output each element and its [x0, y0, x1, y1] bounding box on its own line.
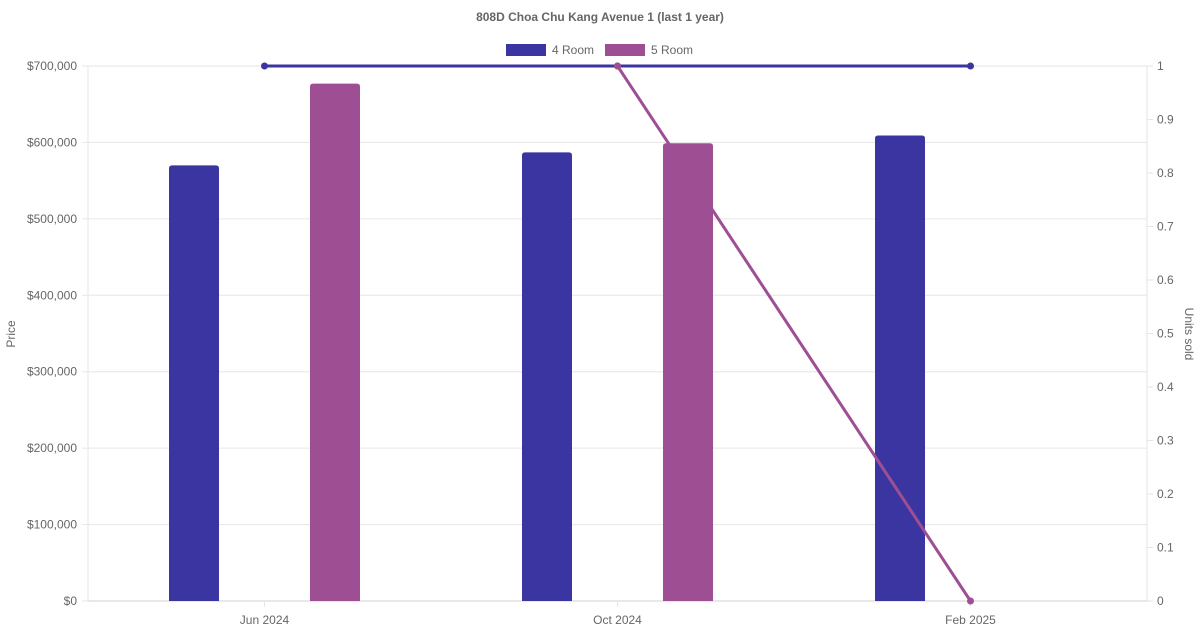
y-tick-label: $0 [64, 594, 78, 608]
point-units-4-room [967, 62, 974, 70]
legend-item-5-room[interactable]: 5 Room [605, 43, 693, 57]
y-tick-label: $300,000 [27, 365, 77, 379]
bar-4-room [169, 165, 219, 601]
y-tick-label: $600,000 [27, 135, 77, 149]
chart-title: 808D Choa Chu Kang Avenue 1 (last 1 year… [476, 10, 724, 24]
point-units-5-room [614, 62, 621, 70]
y2-tick-label: 0 [1157, 594, 1164, 608]
ticks-layer: $0 $100,000 $200,000 $300,000 $400,000 $500,0… [27, 59, 1174, 627]
y2-tick-label: 0.3 [1157, 434, 1174, 448]
legend-label-5-room: 5 Room [651, 43, 693, 57]
y-tick-label: $100,000 [27, 518, 77, 532]
grid-layer [82, 65, 1153, 607]
bars-layer [169, 83, 925, 602]
x-tick-label: Feb 2025 [945, 613, 996, 627]
y2-tick-label: 0.7 [1157, 220, 1174, 234]
y2-tick-label: 0.8 [1157, 166, 1174, 180]
y-axis-title: Price [4, 320, 18, 348]
y-tick-label: $400,000 [27, 288, 77, 302]
y-tick-label: $200,000 [27, 441, 77, 455]
lines-layer [261, 62, 974, 605]
line-units-5-room [616, 65, 972, 602]
bar-5-room [663, 143, 713, 601]
y2-axis-title: Units sold [1182, 308, 1196, 361]
y2-tick-label: 0.9 [1157, 113, 1174, 127]
y2-tick-label: 0.1 [1157, 541, 1174, 555]
bar-5-room [310, 83, 360, 602]
legend[interactable]: 4 Room 5 Room [506, 43, 693, 57]
y-tick-label: $500,000 [27, 212, 77, 226]
point-units-4-room [261, 62, 268, 70]
y2-tick-label: 0.5 [1157, 327, 1174, 341]
x-tick-label: Oct 2024 [593, 613, 642, 627]
bar-4-room [875, 135, 925, 602]
y2-tick-label: 0.4 [1157, 380, 1174, 394]
y2-tick-label: 0.2 [1157, 487, 1174, 501]
legend-item-4-room[interactable]: 4 Room [506, 43, 594, 57]
y2-tick-label: 1 [1157, 59, 1164, 73]
x-tick-label: Jun 2024 [240, 613, 290, 627]
point-units-5-room [967, 597, 974, 605]
legend-swatch-4-room [506, 44, 546, 56]
legend-label-4-room: 4 Room [552, 43, 594, 57]
y-tick-label: $700,000 [27, 59, 77, 73]
y2-tick-label: 0.6 [1157, 273, 1174, 287]
legend-swatch-5-room [605, 44, 645, 56]
bar-4-room [522, 152, 572, 601]
